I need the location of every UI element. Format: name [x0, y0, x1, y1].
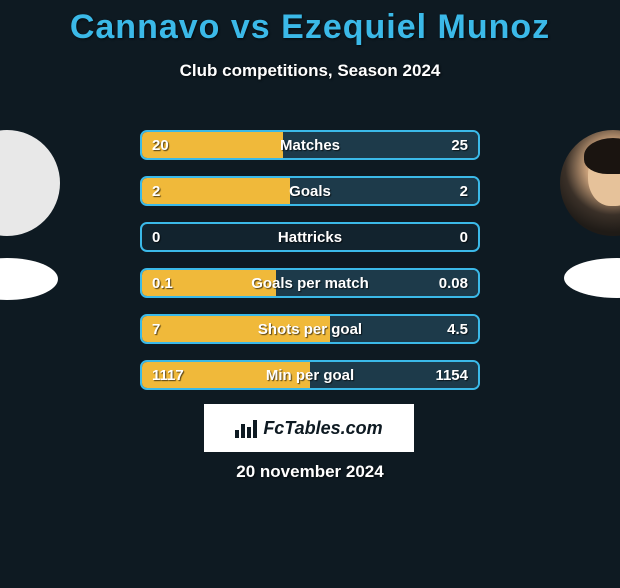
brand-text: FcTables.com	[263, 418, 382, 439]
stat-label: Goals per match	[142, 270, 478, 296]
stat-row: 11171154Min per goal	[140, 360, 480, 390]
player-left-avatar	[0, 130, 60, 236]
subtitle: Club competitions, Season 2024	[0, 61, 620, 81]
stat-row: 00Hattricks	[140, 222, 480, 252]
brand-logo: FcTables.com	[204, 404, 414, 452]
stat-label: Shots per goal	[142, 316, 478, 342]
stats-rows: 2025Matches 22Goals 00Hattricks 0.10.08Goal…	[140, 130, 480, 406]
stat-row: 0.10.08Goals per match	[140, 268, 480, 298]
footer-date: 20 november 2024	[0, 462, 620, 482]
stat-label: Goals	[142, 178, 478, 204]
chart-icon	[235, 418, 257, 438]
stat-row: 74.5Shots per goal	[140, 314, 480, 344]
player-right-avatar	[560, 130, 620, 236]
stat-label: Matches	[142, 132, 478, 158]
page-title: Cannavo vs Ezequiel Munoz	[0, 8, 620, 47]
player-left-badge	[0, 258, 58, 300]
stat-label: Min per goal	[142, 362, 478, 388]
player-right-badge	[564, 258, 620, 298]
stat-row: 22Goals	[140, 176, 480, 206]
stat-row: 2025Matches	[140, 130, 480, 160]
stat-label: Hattricks	[142, 224, 478, 250]
